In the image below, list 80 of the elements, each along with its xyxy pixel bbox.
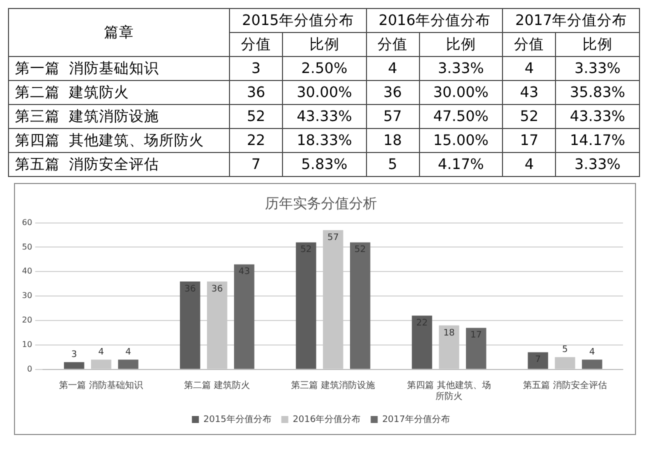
- data-label: 4: [589, 347, 596, 358]
- y-tick-label: 40: [22, 266, 32, 276]
- data-label: 15.00%: [419, 128, 503, 152]
- category-label: 第四篇 其他建筑、场所防火: [8, 128, 230, 152]
- data-label: 14.17%: [556, 128, 640, 152]
- category-label: 第二篇 建筑防火: [8, 80, 230, 104]
- data-label: 36: [230, 80, 282, 104]
- data-label: 18: [366, 128, 420, 152]
- data-label: 18.33%: [282, 128, 366, 152]
- data-label: 18: [443, 328, 456, 338]
- text: 2016年分值分布: [366, 8, 503, 32]
- data-label: 3: [230, 56, 282, 80]
- data-label: 52: [230, 104, 282, 128]
- data-label: 2.50%: [282, 56, 366, 80]
- data-label: 57: [327, 232, 339, 243]
- legend-label: 比例: [419, 32, 503, 56]
- bar: [296, 242, 316, 369]
- data-label: 30.00%: [419, 80, 503, 104]
- category-label: 第三篇 建筑消防设施: [8, 104, 230, 128]
- bar: [350, 242, 370, 369]
- legend-label: 2017年分值分布: [382, 414, 450, 425]
- data-label: 5: [366, 152, 420, 176]
- bar: [118, 360, 138, 369]
- text: 2017年分值分布: [502, 8, 640, 32]
- data-label: 17: [470, 330, 482, 341]
- data-label: 3.33%: [556, 152, 640, 176]
- text: 2015年分值分布: [230, 8, 366, 32]
- text: 分值: [366, 32, 420, 56]
- data-label: 3.33%: [556, 56, 640, 80]
- x-tick-label: 第一篇 消防基础知识: [59, 380, 144, 392]
- data-label: 4: [502, 56, 556, 80]
- data-label: 3.33%: [419, 56, 503, 80]
- data-label: 43.33%: [556, 104, 640, 128]
- bar: [528, 352, 548, 369]
- data-label: 22: [230, 128, 282, 152]
- data-label: 5: [562, 345, 568, 356]
- bar: [64, 362, 84, 369]
- y-tick-label: 0: [27, 364, 32, 374]
- category-label: 第一篇 消防基础知识: [8, 56, 230, 80]
- category-label: 第五篇 消防安全评估: [8, 152, 230, 176]
- data-label: 43: [502, 80, 556, 104]
- data-label: 4: [125, 347, 132, 358]
- bar: [412, 316, 432, 369]
- data-label: 30.00%: [282, 80, 366, 104]
- legend-label: 比例: [282, 32, 366, 56]
- data-label: 4: [98, 347, 104, 358]
- x-tick-label: 第二篇 建筑防火: [184, 380, 250, 392]
- y-tick-label: 50: [22, 242, 32, 252]
- data-label: 52: [502, 104, 556, 128]
- legend-label: 2016年分值分布: [292, 414, 361, 425]
- data-label: 36: [366, 80, 420, 104]
- bar: [582, 360, 602, 369]
- chart-title: 历年实务分值分析: [265, 196, 377, 212]
- x-tick-label: 第五篇 消防安全评估: [523, 380, 607, 392]
- data-label: 4: [502, 152, 556, 176]
- data-label: 57: [366, 104, 420, 128]
- legend-label: 2015年分值分布: [203, 414, 272, 425]
- data-label: 7: [230, 152, 282, 176]
- data-label: 47.50%: [419, 104, 503, 128]
- y-tick-label: 30: [22, 291, 32, 300]
- data-label: 35.83%: [556, 80, 640, 104]
- y-tick-label: 60: [22, 218, 32, 227]
- data-label: 3: [71, 350, 77, 360]
- bar: [234, 264, 254, 369]
- data-label: 4: [366, 56, 420, 80]
- y-tick-label: 20: [22, 316, 32, 325]
- data-label: 4.17%: [419, 152, 503, 176]
- bar: [180, 281, 200, 369]
- data-label: 36: [211, 284, 224, 294]
- legend-label: 比例: [556, 32, 640, 56]
- data-label: 43.33%: [282, 104, 366, 128]
- data-label: 17: [502, 128, 556, 152]
- x-tick-label: 第三篇 建筑消防设施: [291, 380, 376, 392]
- data-label: 5.83%: [282, 152, 366, 176]
- text: 分值: [502, 32, 556, 56]
- text: 篇章: [8, 8, 230, 56]
- x-tick-label: 第四篇 其他建筑、场所防火: [407, 380, 491, 402]
- y-tick-label: 10: [22, 340, 32, 350]
- bar: [466, 328, 486, 369]
- text: 分值: [230, 32, 282, 56]
